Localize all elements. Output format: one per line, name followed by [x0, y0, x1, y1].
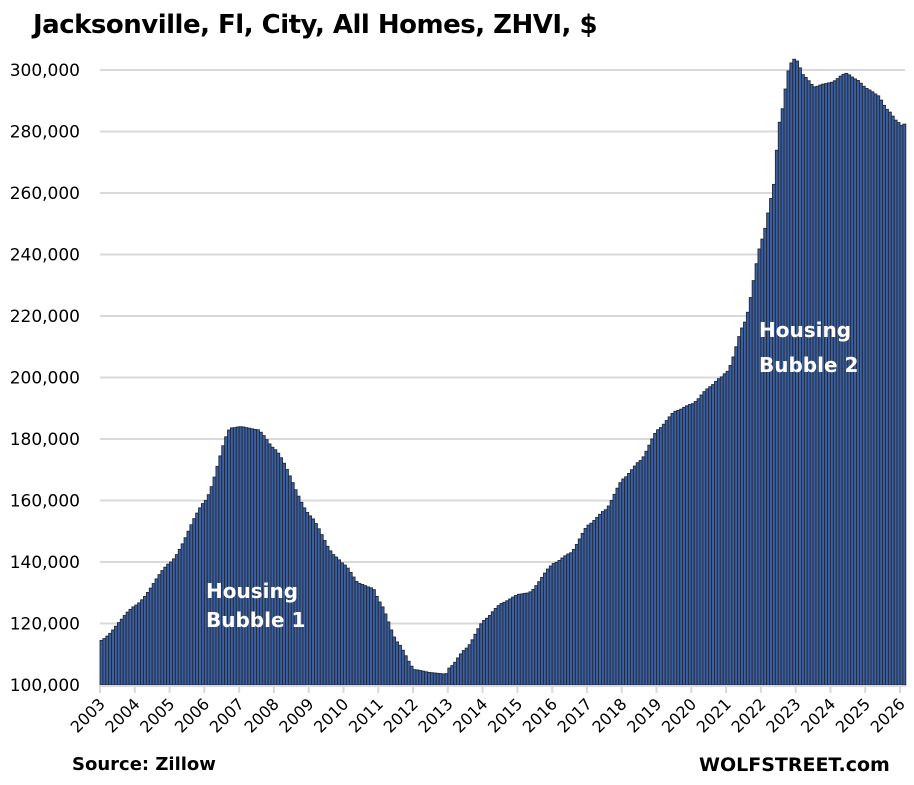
x-tick-label: 2026	[867, 694, 909, 736]
x-tick-label: 2016	[519, 694, 561, 736]
x-tick-label: 2012	[380, 694, 422, 736]
y-tick-label: 180,000	[10, 430, 80, 450]
y-tick-label: 240,000	[10, 246, 80, 266]
x-tick-label: 2008	[241, 694, 283, 736]
x-tick-label: 2013	[414, 694, 456, 736]
x-tick-label: 2009	[275, 694, 317, 736]
x-tick-label: 2017	[554, 694, 596, 736]
y-tick-label: 300,000	[10, 61, 80, 81]
brand-watermark: WOLFSTREET.com	[699, 754, 890, 776]
x-tick-label: 2025	[832, 694, 874, 736]
annotation-bubble-1-line2: Bubble 1	[206, 608, 305, 632]
x-tick-label: 2003	[67, 694, 109, 736]
y-tick-label: 160,000	[10, 492, 80, 512]
x-tick-label: 2007	[206, 694, 248, 736]
x-tick-label: 2011	[345, 694, 387, 736]
x-tick-label: 2010	[310, 694, 352, 736]
x-tick-label: 2014	[449, 694, 491, 736]
x-axis-ticks: 2003200420052006200720082009201020112012…	[67, 694, 909, 736]
y-tick-label: 100,000	[10, 676, 80, 696]
x-tick-label: 2015	[484, 694, 526, 736]
annotation-bubble-2-line1: Housing	[759, 318, 851, 342]
y-tick-label: 140,000	[10, 553, 80, 573]
annotation-bubble-2-line2: Bubble 2	[759, 353, 858, 377]
chart-title: Jacksonville, Fl, City, All Homes, ZHVI,…	[33, 10, 598, 40]
y-tick-label: 120,000	[10, 615, 80, 635]
x-tick-label: 2004	[101, 694, 143, 736]
y-tick-label: 200,000	[10, 369, 80, 389]
annotation-bubble-1-line1: Housing	[206, 579, 298, 603]
x-tick-label: 2021	[693, 694, 735, 736]
x-tick-label: 2023	[762, 694, 804, 736]
x-tick-label: 2020	[658, 694, 700, 736]
y-tick-label: 280,000	[10, 123, 80, 143]
x-tick-label: 2005	[136, 694, 178, 736]
source-note: Source: Zillow	[72, 754, 216, 775]
bar	[902, 123, 907, 686]
x-tick-label: 2024	[797, 694, 839, 736]
x-tick-label: 2006	[171, 694, 213, 736]
x-axis	[99, 685, 905, 693]
x-tick-label: 2019	[623, 694, 665, 736]
y-tick-label: 260,000	[10, 184, 80, 204]
x-tick-label: 2018	[588, 694, 630, 736]
y-axis-ticks: 100,000 120,000 140,000 160,000 180,000 200,0…	[10, 61, 80, 696]
y-tick-label: 220,000	[10, 307, 80, 327]
x-tick-label: 2022	[727, 694, 769, 736]
